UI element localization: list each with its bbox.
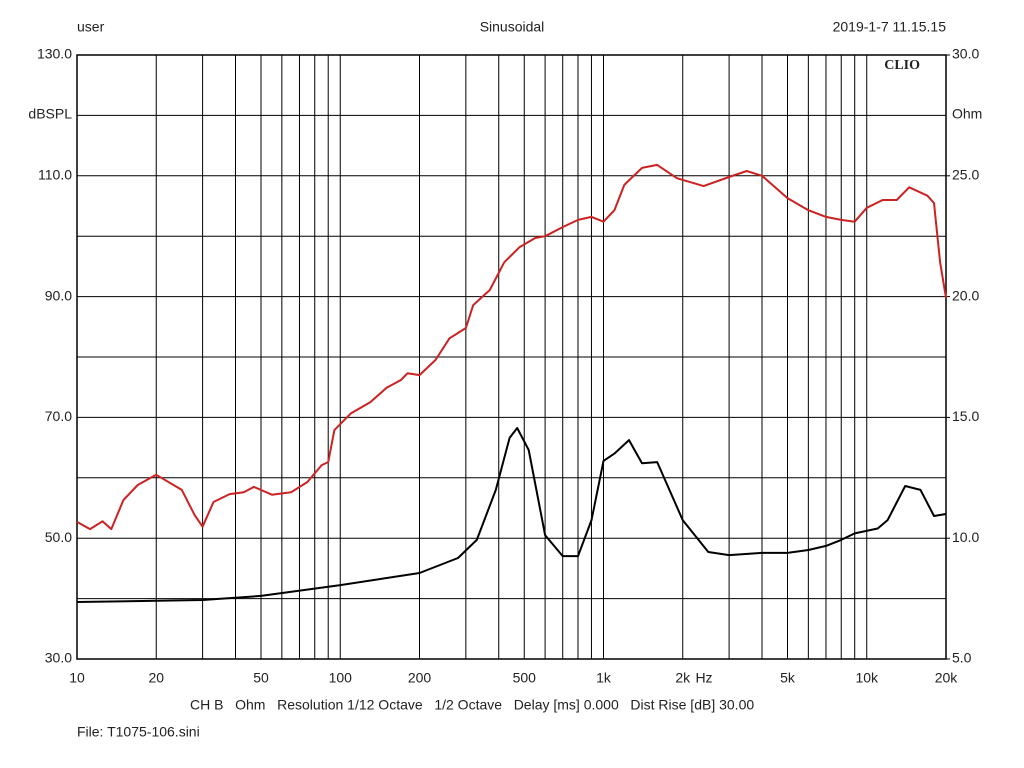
y2-tick-label: 10.0 [952, 529, 979, 545]
header-title: Sinusoidal [480, 19, 545, 35]
y2-axis-label: Ohm [952, 106, 982, 122]
brand: CLIO [884, 58, 920, 73]
y-tick-label: 110.0 [38, 167, 72, 183]
x-tick-label: 50 [253, 670, 269, 686]
header-user: user [77, 19, 105, 35]
x-tick-label: 1k [596, 670, 612, 686]
y2-tick-label: 5.0 [952, 650, 972, 666]
footer-file: File: T1075-106.sini [77, 724, 200, 740]
y-tick-label: 70.0 [45, 408, 72, 424]
y-tick-label: 130.0 [37, 46, 72, 62]
x-tick-label: 500 [513, 670, 537, 686]
series-line [76, 427, 947, 603]
x-tick-label: 200 [408, 670, 432, 686]
y-tick-label: 50.0 [45, 529, 72, 545]
x-tick-label: 2k [675, 670, 691, 686]
x-tick-label: 10k [855, 670, 879, 686]
x-tick-label: 100 [329, 670, 353, 686]
header-date: 2019-1-7 11.15.15 [833, 19, 947, 35]
y-tick-label: 90.0 [45, 287, 72, 303]
y2-tick-label: 20.0 [952, 287, 979, 303]
x-tick-label: 20 [148, 670, 164, 686]
footer-settings: CH B Ohm Resolution 1/12 Octave 1/2 Octa… [190, 697, 754, 713]
y2-tick-label: 25.0 [952, 167, 979, 183]
x-tick-label: 10 [69, 670, 85, 686]
y2-tick-label: 30.0 [952, 46, 979, 62]
series-line [76, 163, 947, 531]
y-tick-label: 30.0 [45, 650, 72, 666]
plot-frame [76, 54, 947, 660]
x-tick-label: 5k [780, 670, 796, 686]
y-axis-label: dBSPL [28, 106, 72, 122]
x-tick-label: 20k [935, 670, 959, 686]
y2-tick-label: 15.0 [952, 408, 979, 424]
x-axis-label: Hz [695, 670, 712, 686]
